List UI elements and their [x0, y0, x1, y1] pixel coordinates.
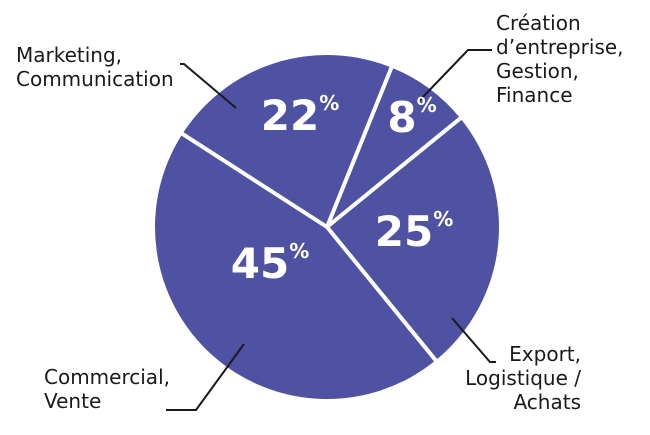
slice-percentage: 25% [375, 207, 454, 256]
category-label-line: Gestion, [496, 59, 579, 83]
slice-separator [325, 225, 438, 363]
category-label-line: Commercial, [44, 365, 170, 389]
slice-separator [325, 116, 463, 229]
percentage-labels: 8%25%45%22% [231, 91, 454, 288]
pie-slice [327, 67, 461, 228]
category-label: Marketing, Communication [16, 43, 174, 91]
slice-separators [180, 65, 463, 363]
percentage-value: 22 [261, 91, 319, 140]
category-label: Commercial, Vente [44, 365, 170, 413]
category-label-line: Marketing, [16, 43, 122, 67]
leader-lines [166, 49, 496, 411]
percent-sign: % [289, 239, 309, 263]
pie-slice [182, 54, 392, 227]
slice-separator [180, 131, 329, 229]
percentage-value: 25 [375, 207, 433, 256]
category-labels: Création d’entreprise, Gestion, Finance Expo… [16, 11, 624, 414]
leader-line [419, 49, 492, 101]
slice-percentage: 8% [387, 93, 436, 142]
percent-sign: % [433, 207, 453, 231]
percent-sign: % [319, 91, 339, 115]
category-label-line: Création [496, 11, 581, 35]
pie-slices [154, 54, 500, 400]
slice-separator [325, 65, 394, 228]
slice-percentage: 22% [261, 91, 340, 140]
category-label-line: Logistique / [465, 366, 581, 390]
category-label-line: Export, [509, 342, 581, 366]
percentage-value: 8 [387, 93, 416, 142]
percent-sign: % [417, 93, 437, 117]
pie-slice [154, 133, 436, 400]
category-label-line: Vente [44, 389, 101, 413]
slice-percentage: 45% [231, 239, 310, 288]
leader-line [166, 343, 245, 411]
category-label: Création d’entreprise, Gestion, Finance [496, 11, 624, 107]
category-label-line: Finance [496, 83, 573, 107]
pie-slice [327, 118, 500, 361]
category-label-line: Achats [513, 390, 581, 414]
category-label-line: Communication [16, 67, 174, 91]
category-label: Export, Logistique / Achats [465, 342, 581, 414]
leader-line [451, 317, 496, 363]
category-label-line: d’entreprise, [496, 35, 624, 59]
percentage-value: 45 [231, 239, 289, 288]
leader-line [180, 63, 237, 109]
